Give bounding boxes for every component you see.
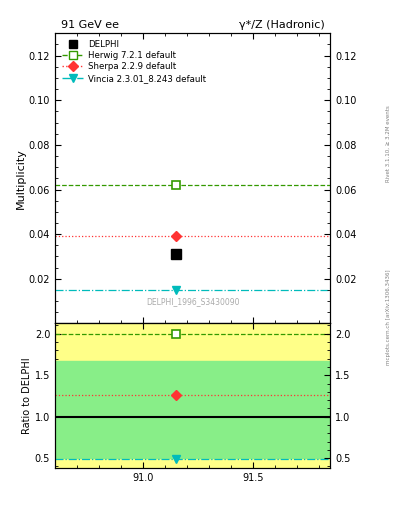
Bar xyxy=(55,324,330,468)
Y-axis label: Ratio to DELPHI: Ratio to DELPHI xyxy=(22,358,32,434)
Text: mcplots.cern.ch [arXiv:1306.3436]: mcplots.cern.ch [arXiv:1306.3436] xyxy=(386,270,391,365)
Y-axis label: Multiplicity: Multiplicity xyxy=(16,148,26,209)
Bar xyxy=(55,361,330,458)
Text: Rivet 3.1.10, ≥ 3.2M events: Rivet 3.1.10, ≥ 3.2M events xyxy=(386,105,391,182)
Text: γ*/Z (Hadronic): γ*/Z (Hadronic) xyxy=(239,20,325,30)
Legend: DELPHI, Herwig 7.2.1 default, Sherpa 2.2.9 default, Vincia 2.3.01_8.243 default: DELPHI, Herwig 7.2.1 default, Sherpa 2.2… xyxy=(59,37,208,85)
Text: 91 GeV ee: 91 GeV ee xyxy=(61,20,119,30)
Text: DELPHI_1996_S3430090: DELPHI_1996_S3430090 xyxy=(146,297,239,306)
